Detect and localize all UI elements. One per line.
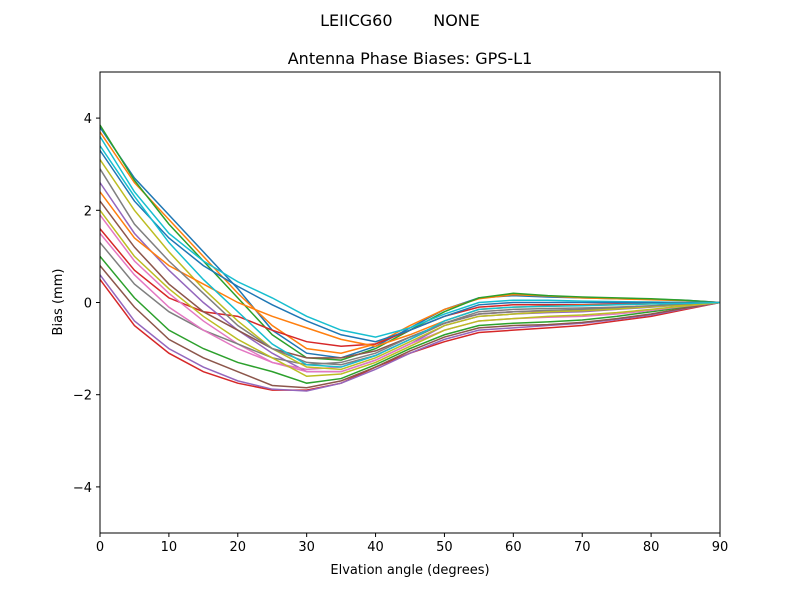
y-tick-label: 0: [84, 297, 92, 312]
series-line-15: [99, 274, 721, 392]
y-tick-label: 2: [84, 204, 92, 219]
x-axis: 0 10 20 30 40 50 60 70 80 90: [96, 533, 728, 555]
suptitle: LEIICG60 NONE: [320, 11, 480, 30]
x-tick-label: 90: [712, 540, 729, 555]
y-axis-label: Bias (mm): [51, 269, 66, 336]
x-tick-label: 0: [96, 540, 104, 555]
series-line-19: [99, 209, 721, 378]
x-tick-label: 20: [230, 540, 247, 555]
x-tick-label: 40: [367, 540, 384, 555]
series-line-16: [99, 265, 721, 389]
series-line-20: [99, 145, 721, 368]
x-tick-label: 10: [161, 540, 178, 555]
series-line-9: [99, 159, 721, 371]
series-line-11: [99, 149, 720, 343]
series-line-17: [99, 232, 721, 373]
y-tick-label: −2: [73, 389, 92, 404]
x-tick-label: 50: [436, 540, 453, 555]
series-line-2: [99, 131, 721, 354]
x-tick-label: 70: [574, 540, 591, 555]
y-tick-label: −4: [73, 481, 92, 496]
x-tick-label: 80: [643, 540, 660, 555]
chart-title: Antenna Phase Biases: GPS-L1: [288, 49, 533, 68]
x-axis-label: Elvation angle (degrees): [330, 563, 489, 578]
x-tick-label: 60: [505, 540, 522, 555]
y-axis: −4 −2 0 2 4: [73, 112, 100, 496]
series-lines: [99, 124, 721, 392]
series-line-10: [99, 136, 720, 338]
series-line-13: [99, 255, 721, 384]
y-tick-label: 4: [84, 112, 92, 127]
x-tick-label: 30: [298, 540, 315, 555]
